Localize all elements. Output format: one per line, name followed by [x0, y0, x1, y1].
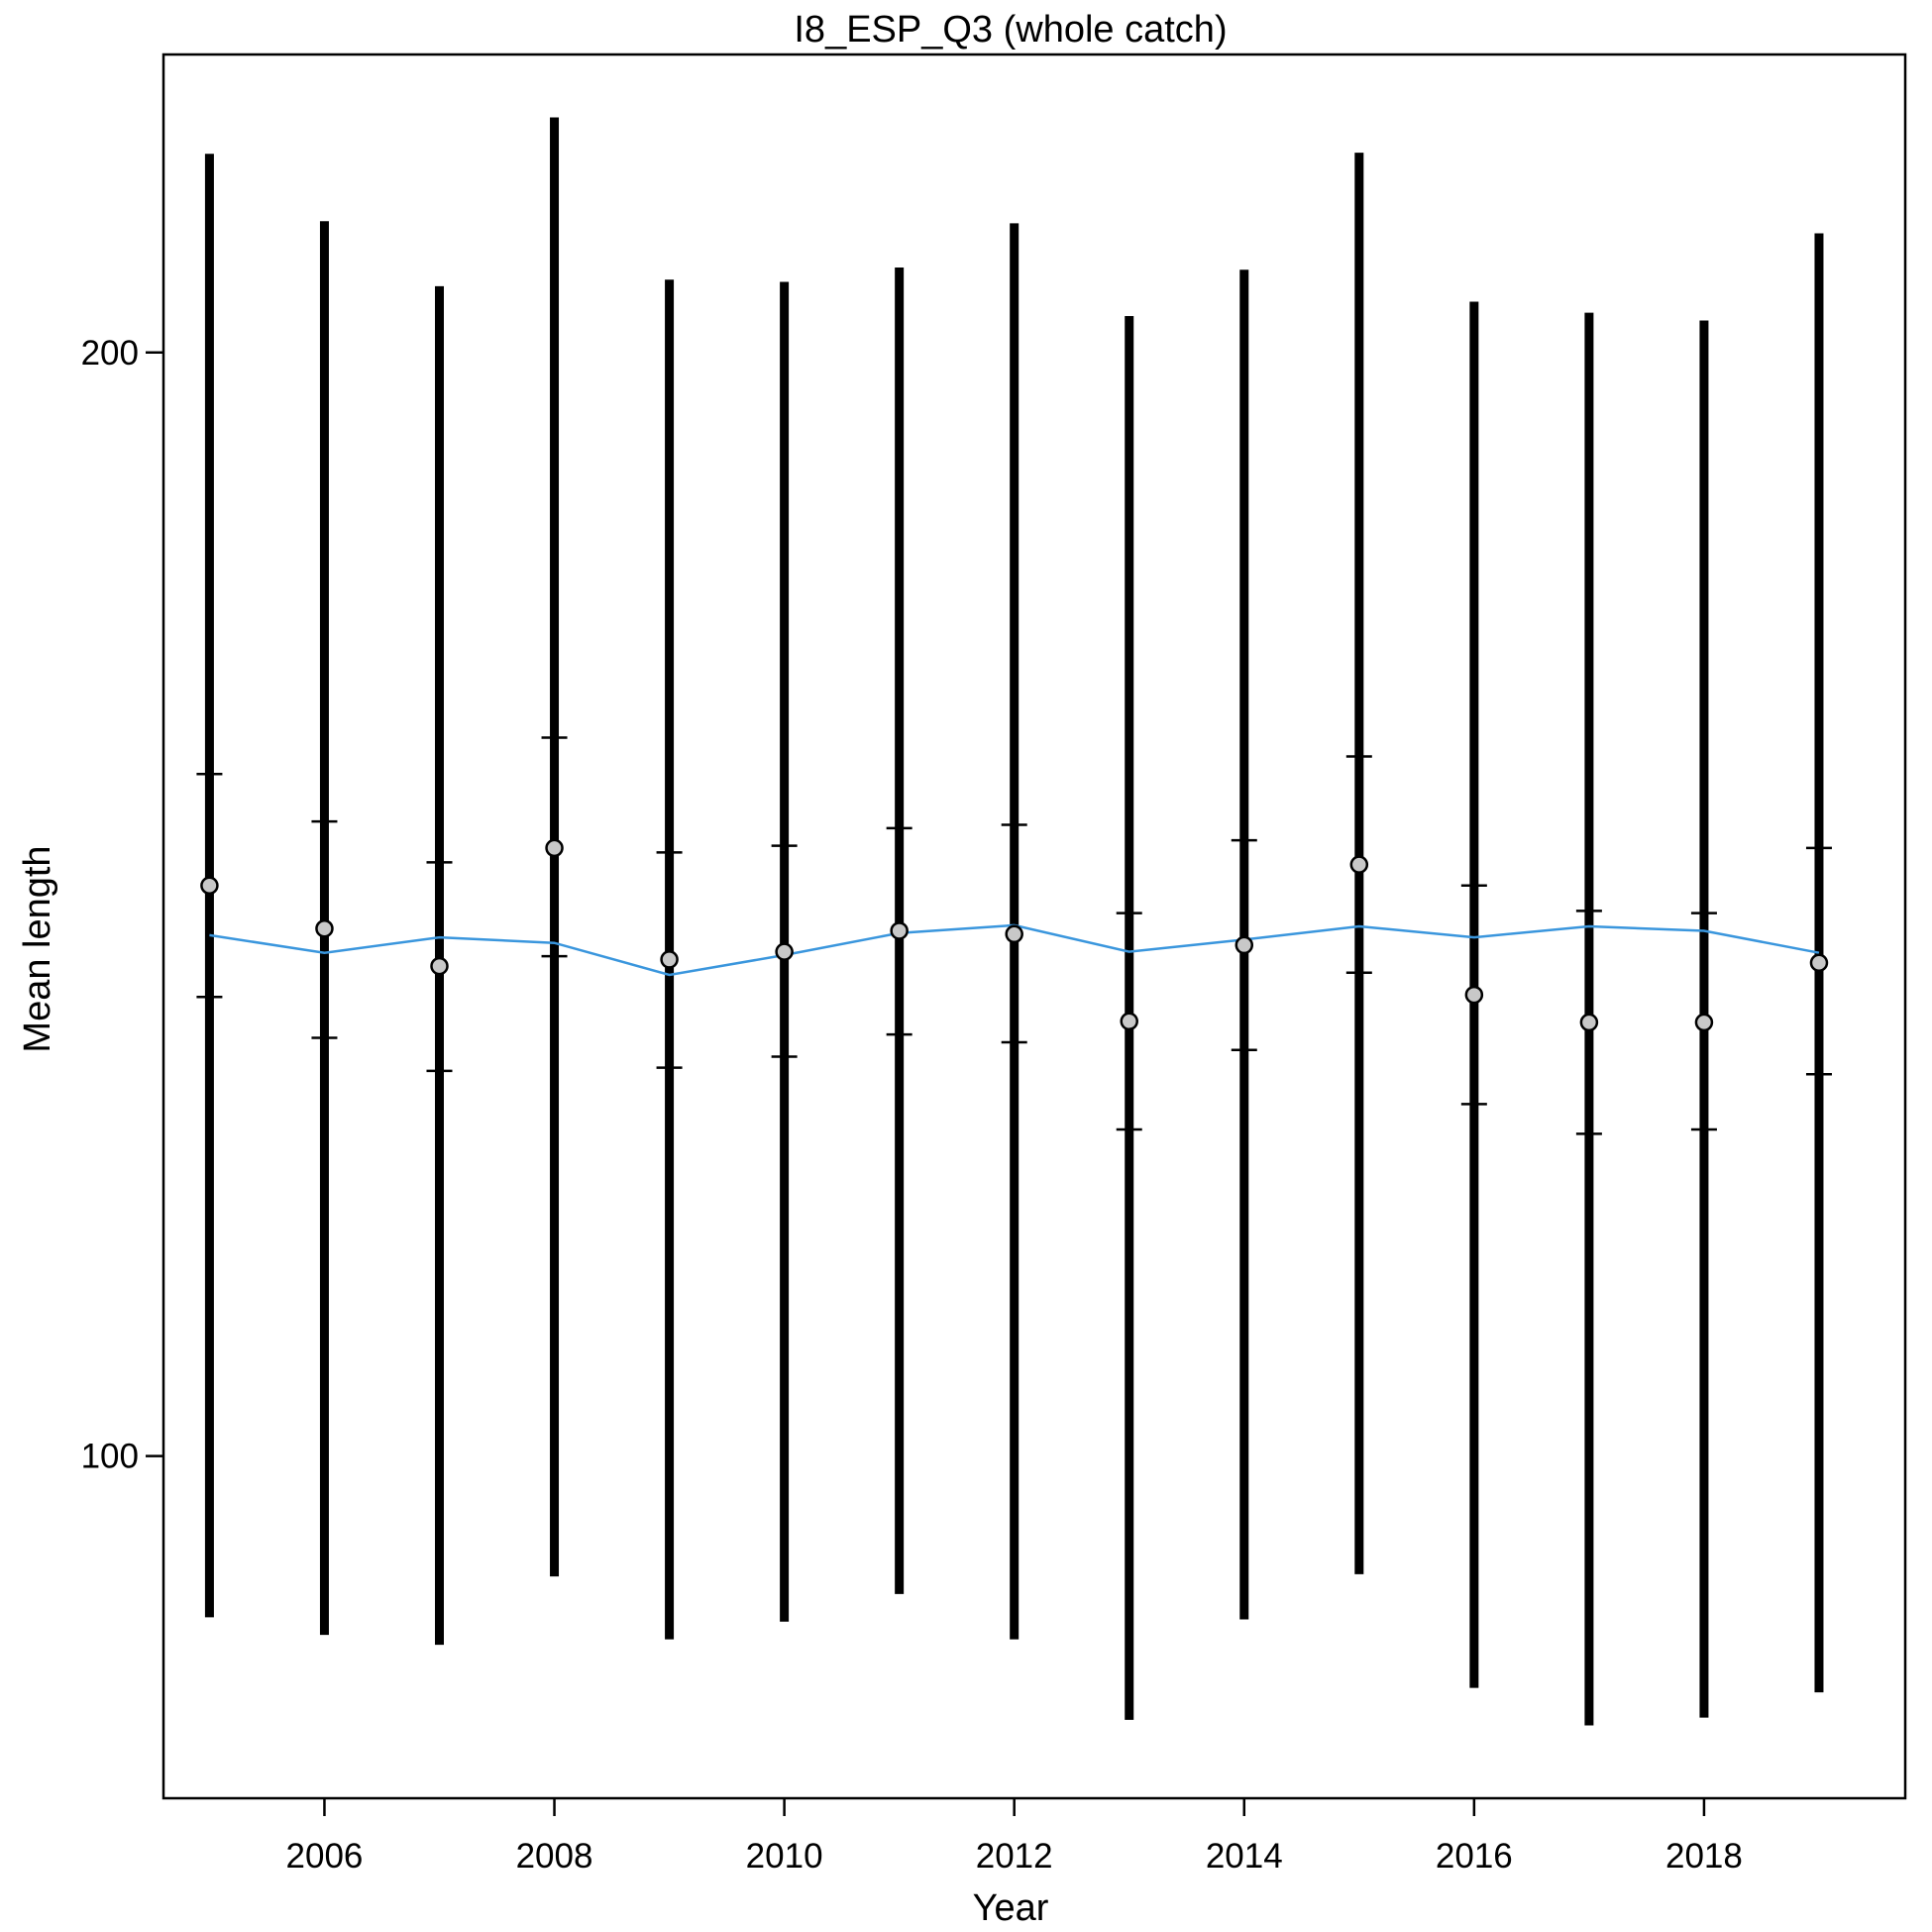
x-tick-label: 2006: [286, 1837, 364, 1876]
observed-mean-point: [775, 942, 794, 961]
x-axis-label: Year: [973, 1887, 1049, 1929]
observed-mean-point: [1579, 1013, 1599, 1032]
chart-marks: 2006 2008 2010 2012 2014 2016 2018 100 200: [81, 117, 1832, 1876]
observed-mean-point: [1120, 1012, 1138, 1031]
x-tick-label: 2016: [1436, 1837, 1513, 1876]
x-tick-label: 2012: [976, 1837, 1053, 1876]
x-tick-label: 2018: [1665, 1837, 1743, 1876]
observed-mean-point: [545, 838, 564, 858]
chart-title: I8_ESP_Q3 (whole catch): [794, 9, 1227, 51]
observed-mean-point: [890, 921, 909, 940]
observed-mean-point: [1464, 985, 1484, 1005]
plot-frame: [161, 53, 1907, 1800]
x-tick-label: 2014: [1206, 1837, 1283, 1876]
observed-mean-point: [660, 950, 679, 969]
x-tick-label: 2008: [516, 1837, 593, 1876]
y-tick-label: 100: [81, 1438, 139, 1476]
observed-mean-point: [1349, 855, 1369, 874]
observed-mean-point: [1809, 953, 1829, 973]
observed-mean-point: [1005, 924, 1023, 944]
observed-mean-point: [315, 918, 334, 938]
observed-mean-point: [430, 956, 449, 976]
observed-mean-point: [1234, 935, 1254, 955]
y-axis-label: Mean length: [17, 845, 58, 1052]
x-tick-label: 2010: [746, 1837, 823, 1876]
y-tick-label: 200: [81, 334, 139, 373]
observed-mean-point: [1694, 1013, 1714, 1032]
observed-mean-point: [200, 876, 219, 896]
